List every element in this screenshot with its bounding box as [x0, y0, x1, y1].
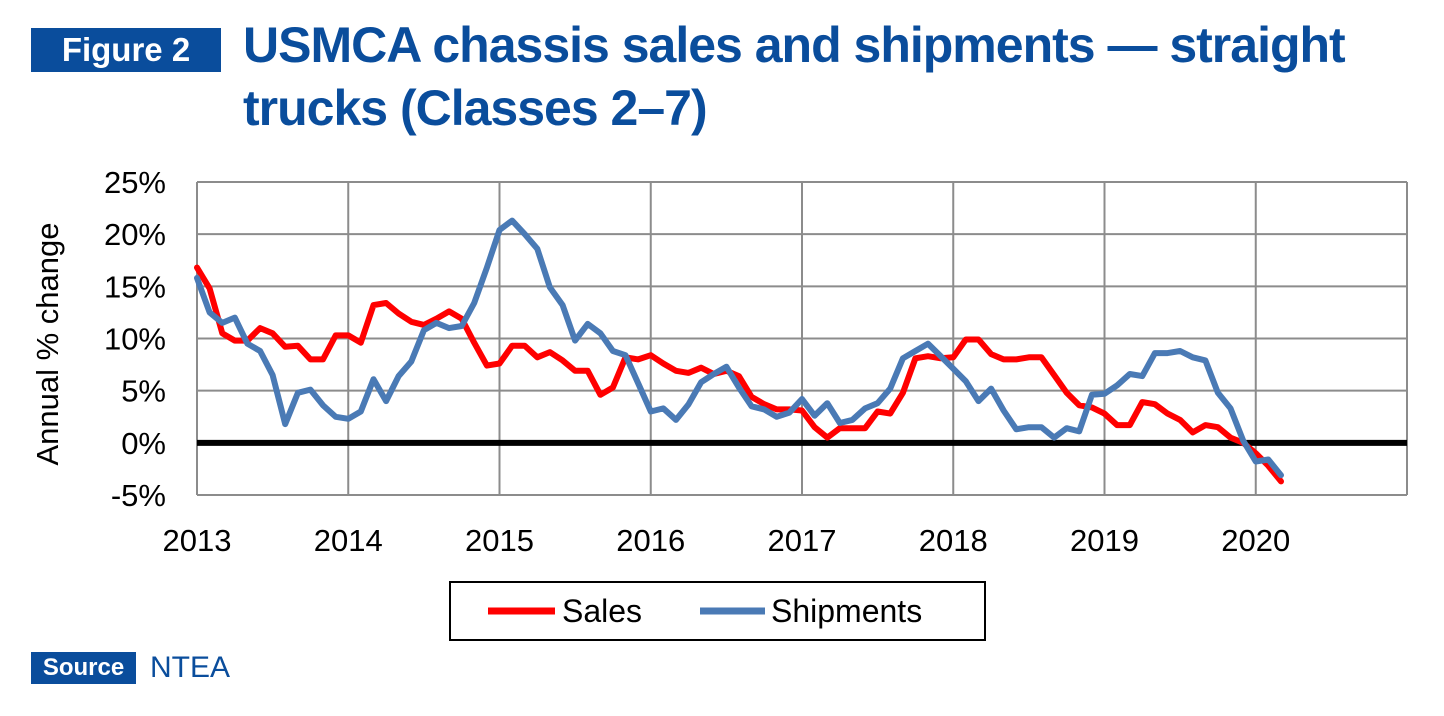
x-tick-label: 2018	[919, 523, 988, 558]
legend-label-shipments: Shipments	[771, 593, 922, 629]
legend: Sales Shipments	[449, 581, 986, 641]
legend-label-sales: Sales	[562, 593, 642, 629]
source-label: Source	[31, 652, 136, 684]
x-tick-label: 2020	[1221, 523, 1290, 558]
x-tick-label: 2013	[163, 523, 232, 558]
figure-label: Figure 2	[31, 28, 221, 72]
x-tick-label: 2017	[768, 523, 837, 558]
x-tick-label: 2015	[465, 523, 534, 558]
series-line-sales	[194, 264, 1284, 485]
line-chart: 25% 20% 15% 10% 5% 0% -5% 2013 2014 2015 2016 2017…	[30, 165, 1408, 641]
y-tick-label: 0%	[121, 426, 166, 461]
y-tick-label: 5%	[121, 374, 166, 409]
chart-title: USMCA chassis sales and shipments — stra…	[243, 17, 1346, 136]
series-line-shipments	[194, 217, 1284, 479]
x-tick-label: 2016	[616, 523, 685, 558]
y-tick-labels: 25% 20% 15% 10% 5% 0% -5%	[104, 165, 166, 513]
y-tick-label: 15%	[104, 269, 166, 304]
x-tick-label: 2014	[314, 523, 383, 558]
grid-lines	[196, 181, 1408, 496]
source-text: NTEA	[150, 651, 231, 684]
y-tick-label: 25%	[104, 165, 166, 200]
series-lines	[194, 217, 1407, 485]
y-tick-label: 10%	[104, 322, 166, 357]
y-axis-label: Annual % change	[30, 222, 65, 465]
y-tick-label: -5%	[111, 478, 166, 513]
x-tick-label: 2019	[1070, 523, 1139, 558]
x-tick-labels: 2013 2014 2015 2016 2017 2018 2019 2020	[163, 523, 1291, 558]
y-tick-label: 20%	[104, 217, 166, 252]
